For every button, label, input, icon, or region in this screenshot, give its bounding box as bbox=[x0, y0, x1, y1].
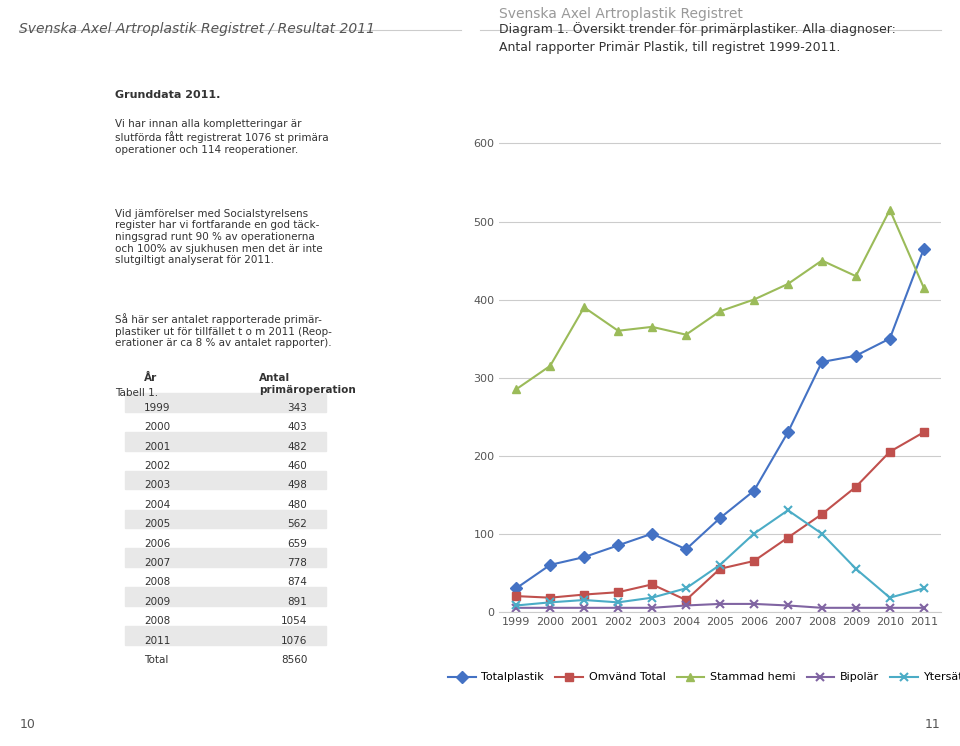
Text: 2009: 2009 bbox=[144, 597, 170, 606]
Text: 2004: 2004 bbox=[144, 500, 170, 510]
Text: Svenska Axel Artroplastik Registret / Resultat 2011: Svenska Axel Artroplastik Registret / Re… bbox=[19, 22, 375, 37]
Text: Vid jämförelser med Socialstyrelsens
register har vi fortfarande en god täck-
ni: Vid jämförelser med Socialstyrelsens reg… bbox=[115, 209, 323, 266]
Text: 2007: 2007 bbox=[144, 558, 170, 568]
Text: 8560: 8560 bbox=[281, 655, 307, 665]
Text: 562: 562 bbox=[287, 519, 307, 529]
Text: 891: 891 bbox=[287, 597, 307, 606]
Text: Svenska Axel Artroplastik Registret: Svenska Axel Artroplastik Registret bbox=[499, 7, 743, 22]
Text: 2008: 2008 bbox=[144, 577, 170, 587]
Text: 659: 659 bbox=[287, 539, 307, 548]
Text: Total: Total bbox=[144, 655, 168, 665]
Text: 778: 778 bbox=[287, 558, 307, 568]
Text: Diagram 1. Översikt trender för primärplastiker. Alla diagnoser:: Diagram 1. Översikt trender för primärpl… bbox=[499, 22, 896, 37]
Text: 11: 11 bbox=[925, 718, 941, 731]
Legend: Totalplastik, Omvänd Total, Stammad hemi, Bipolär, Ytersättning: Totalplastik, Omvänd Total, Stammad hemi… bbox=[444, 668, 960, 687]
Text: 498: 498 bbox=[287, 480, 307, 490]
Text: 1999: 1999 bbox=[144, 403, 171, 413]
Text: År: År bbox=[144, 373, 157, 383]
Text: 2005: 2005 bbox=[144, 519, 170, 529]
Text: 1054: 1054 bbox=[281, 616, 307, 626]
Text: Tabell 1.: Tabell 1. bbox=[115, 388, 158, 398]
Text: Så här ser antalet rapporterade primär-
plastiker ut för tillfället t o m 2011 (: Så här ser antalet rapporterade primär- … bbox=[115, 313, 332, 348]
Text: 2001: 2001 bbox=[144, 442, 170, 451]
Text: 1076: 1076 bbox=[281, 636, 307, 645]
Text: 343: 343 bbox=[287, 403, 307, 413]
Text: Antal rapporter Primär Plastik, till registret 1999-2011.: Antal rapporter Primär Plastik, till reg… bbox=[499, 41, 841, 54]
Text: 2000: 2000 bbox=[144, 422, 170, 432]
Text: 874: 874 bbox=[287, 577, 307, 587]
Text: 2011: 2011 bbox=[144, 636, 170, 645]
Text: 2003: 2003 bbox=[144, 480, 170, 490]
Text: 2008: 2008 bbox=[144, 616, 170, 626]
Text: 480: 480 bbox=[287, 500, 307, 510]
Text: Vi har innan alla kompletteringar är
slutförda fått registrerat 1076 st primära
: Vi har innan alla kompletteringar är slu… bbox=[115, 119, 329, 155]
Text: 403: 403 bbox=[287, 422, 307, 432]
Text: 10: 10 bbox=[19, 718, 36, 731]
Text: Antal
primäroperation: Antal primäroperation bbox=[259, 373, 356, 395]
Text: 460: 460 bbox=[287, 461, 307, 471]
Text: Grunddata 2011.: Grunddata 2011. bbox=[115, 90, 221, 99]
Text: 482: 482 bbox=[287, 442, 307, 451]
Text: 2002: 2002 bbox=[144, 461, 170, 471]
Text: 2006: 2006 bbox=[144, 539, 170, 548]
